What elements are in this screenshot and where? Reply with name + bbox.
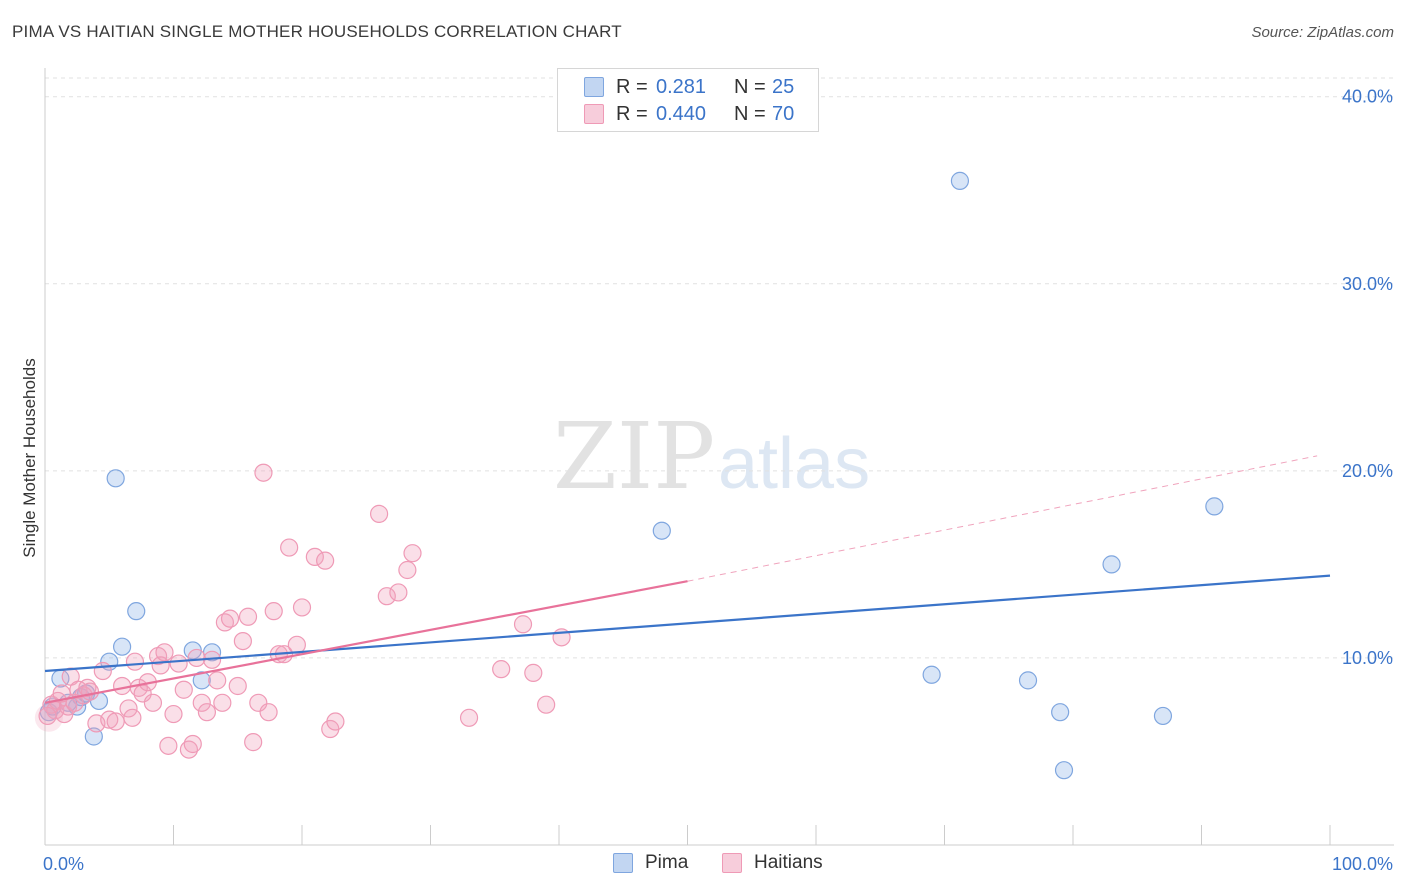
data-point-haitians <box>377 587 396 606</box>
data-point-haitians <box>233 631 252 651</box>
data-point-haitians <box>174 680 193 699</box>
data-point-haitians <box>169 654 188 673</box>
legend-row-pima: R = 0.281 N = 25 <box>584 75 794 99</box>
data-point-pima <box>1153 706 1173 726</box>
data-point-haitians <box>305 547 324 567</box>
y-tick-label: 30.0% <box>1342 274 1393 294</box>
bottom-legend-label-haitians: Haitians <box>754 852 823 873</box>
data-point-haitians <box>78 678 97 697</box>
data-point-haitians <box>259 703 278 722</box>
legend-r-value: 0.281 <box>656 75 707 98</box>
data-point-pima <box>106 469 125 488</box>
y-tick-label: 20.0% <box>1342 461 1393 481</box>
data-point-haitians <box>524 663 543 682</box>
data-point-haitians <box>398 560 417 580</box>
data-point-haitians <box>254 463 273 482</box>
trend-line-pima <box>44 574 1331 673</box>
bottom-legend-swatch-pima <box>613 853 633 873</box>
correlation-legend: R = 0.281 N = 25 R = 0.440 N = 70 <box>557 68 819 132</box>
data-point-haitians <box>244 733 263 752</box>
legend-n-value: 70 <box>772 102 795 125</box>
trend-line-haitians <box>44 580 688 704</box>
data-point-pima <box>1205 497 1224 516</box>
data-point-haitians <box>143 693 163 712</box>
data-point-haitians <box>459 708 479 727</box>
data-point-pima <box>1102 555 1121 574</box>
data-point-haitians <box>164 704 183 724</box>
data-point-haitians <box>513 615 533 634</box>
data-point-haitians <box>326 712 345 731</box>
data-point-haitians <box>220 609 240 628</box>
source-label: Source: ZipAtlas.com <box>1251 24 1394 41</box>
trend-line-dashed-haitians <box>687 455 1318 582</box>
data-point-pima <box>1051 703 1070 722</box>
legend-n-label: N = <box>734 102 766 125</box>
bottom-legend-label-pima: Pima <box>645 852 689 873</box>
watermark-atlas: atlas <box>718 424 870 504</box>
data-point-haitians <box>100 710 119 729</box>
x-tick-label: 0.0% <box>43 854 84 874</box>
bottom-legend-haitians: Haitians <box>722 852 823 874</box>
data-point-haitians <box>106 712 125 731</box>
data-point-haitians <box>403 544 422 563</box>
data-point-haitians <box>208 671 227 690</box>
data-point-haitians-cluster <box>34 703 63 732</box>
data-point-haitians <box>264 602 283 621</box>
data-point-haitians <box>370 504 389 523</box>
legend-swatch-pima <box>584 77 604 97</box>
bottom-legend-pima: Pima <box>613 852 688 874</box>
legend-r-label: R = <box>616 102 648 125</box>
data-point-haitians <box>192 693 211 712</box>
data-point-haitians <box>213 693 232 712</box>
chart-title: PIMA VS HAITIAN SINGLE MOTHER HOUSEHOLDS… <box>12 22 622 41</box>
data-point-haitians <box>249 693 268 712</box>
x-tick-label: 100.0% <box>1332 854 1393 874</box>
data-point-haitians <box>316 551 335 570</box>
data-point-haitians <box>38 706 57 726</box>
data-point-haitians <box>187 648 206 668</box>
data-point-haitians <box>52 684 71 703</box>
data-point-pima <box>1054 761 1074 780</box>
data-point-haitians <box>292 598 312 617</box>
legend-swatch-haitians <box>584 104 604 124</box>
data-point-haitians <box>125 652 145 671</box>
data-point-haitians <box>183 734 202 754</box>
data-point-haitians <box>389 583 408 602</box>
legend-n-value: 25 <box>772 75 795 98</box>
data-point-pima <box>950 171 970 190</box>
data-point-haitians <box>93 661 112 681</box>
watermark-zip: ZIP <box>553 403 715 510</box>
legend-r-label: R = <box>616 75 648 98</box>
y-tick-label: 40.0% <box>1342 87 1393 107</box>
legend-n-label: N = <box>734 75 766 98</box>
y-axis-label: Single Mother Households <box>20 358 39 557</box>
bottom-legend-swatch-haitians <box>722 853 742 873</box>
data-point-pima <box>1018 671 1038 690</box>
data-point-pima <box>112 637 132 656</box>
data-point-pima <box>192 671 211 690</box>
data-point-haitians <box>537 695 556 714</box>
data-point-haitians <box>123 708 142 727</box>
legend-row-haitians: R = 0.440 N = 70 <box>584 102 794 126</box>
data-point-pima <box>652 521 671 540</box>
data-point-pima <box>922 665 941 684</box>
data-point-haitians <box>155 643 174 662</box>
data-point-haitians <box>280 538 299 557</box>
data-point-haitians <box>238 607 258 626</box>
data-point-haitians <box>119 699 138 718</box>
data-point-haitians <box>159 736 178 755</box>
data-point-pima <box>127 602 146 621</box>
legend-r-value: 0.440 <box>656 102 707 125</box>
y-tick-label: 10.0% <box>1342 648 1393 668</box>
data-point-haitians <box>228 676 247 696</box>
data-point-haitians <box>492 660 511 679</box>
data-point-haitians <box>197 703 217 722</box>
